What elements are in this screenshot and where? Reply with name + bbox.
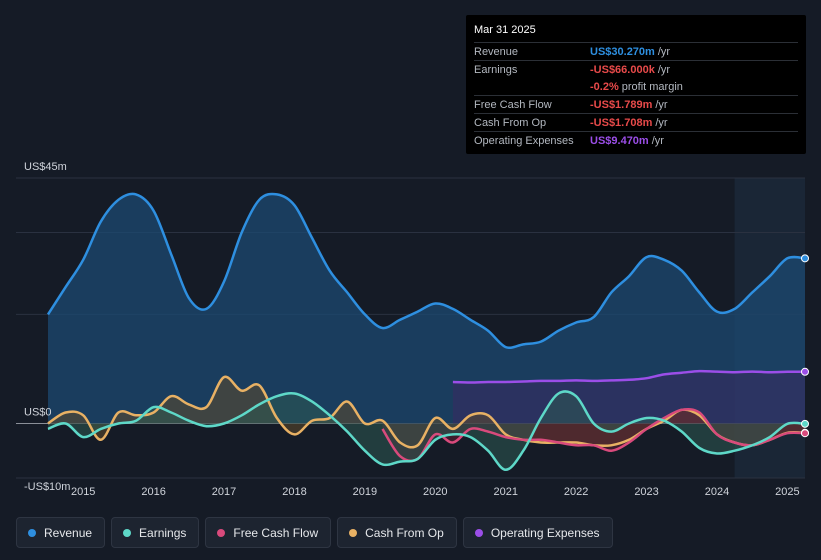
- legend-item-free-cash-flow[interactable]: Free Cash Flow: [205, 517, 332, 548]
- x-tick-label-2019: 2019: [353, 486, 377, 498]
- legend-label: Cash From Op: [365, 525, 444, 540]
- free-cash-flow-area: [382, 409, 805, 461]
- x-tick-label-2025: 2025: [775, 486, 799, 498]
- x-tick-label-2016: 2016: [141, 486, 165, 498]
- tooltip-label: Free Cash Flow: [474, 98, 552, 111]
- legend-label: Revenue: [44, 525, 93, 540]
- tooltip-row-profit-margin: -0.2% profit margin: [474, 78, 798, 95]
- x-tick-label-2021: 2021: [493, 486, 517, 498]
- legend-item-cash-from-op[interactable]: Cash From Op: [337, 517, 457, 548]
- legend-label: Operating Expenses: [490, 525, 600, 540]
- x-tick-label-2024: 2024: [705, 486, 729, 498]
- tooltip-row-cash-from-op: Cash From Op -US$1.708m /yr: [474, 113, 798, 131]
- tooltip-row-earnings: Earnings -US$66.000k /yr: [474, 60, 798, 78]
- tooltip-value: -US$66.000k: [590, 63, 655, 76]
- tooltip-row-operating-expenses: Operating Expenses US$9.470m /yr: [474, 131, 798, 149]
- x-tick-label-2020: 2020: [423, 486, 447, 498]
- tooltip-value: -0.2%: [590, 80, 619, 93]
- x-tick-label-2015: 2015: [71, 486, 95, 498]
- tooltip-unit: /yr: [657, 63, 671, 76]
- legend-dot-icon: [28, 528, 36, 537]
- tooltip-value: US$30.270m: [590, 45, 655, 58]
- legend-label: Free Cash Flow: [233, 525, 319, 540]
- free-cash-flow-line: [381, 407, 806, 463]
- earnings-line: [47, 390, 806, 472]
- free-cash-flow-end-marker: [801, 429, 809, 438]
- y-label-zero: US$0: [24, 406, 52, 418]
- revenue-line: [46, 192, 806, 350]
- tooltip-row-free-cash-flow: Free Cash Flow -US$1.789m /yr: [474, 95, 798, 113]
- legend-dot-icon: [349, 528, 358, 537]
- legend-item-operating-expenses[interactable]: Operating Expenses: [462, 517, 613, 548]
- tooltip-unit: /yr: [655, 116, 668, 129]
- legend-label: Earnings: [139, 525, 187, 540]
- tooltip-label: Operating Expenses: [474, 134, 574, 147]
- x-tick-label-2018: 2018: [282, 486, 306, 498]
- tooltip-panel: Mar 31 2025 Revenue US$30.270m /yr Earni…: [466, 15, 806, 154]
- tooltip-label: Cash From Op: [474, 116, 547, 129]
- tooltip-unit: /yr: [657, 45, 671, 58]
- y-label-top: US$45m: [24, 161, 67, 173]
- revenue-area: [48, 193, 805, 424]
- legend: Revenue Earnings Free Cash Flow Cash Fro…: [16, 517, 619, 548]
- tooltip-label: Earnings: [474, 63, 518, 76]
- operating-expenses-area: [452, 371, 805, 424]
- operating-expenses-line: [452, 369, 806, 384]
- operating-expenses-end-marker: [801, 367, 809, 376]
- tooltip-row-revenue: Revenue US$30.270m /yr: [474, 42, 798, 60]
- tooltip-value: US$9.470m: [590, 134, 649, 147]
- tooltip-label: Revenue: [474, 45, 519, 58]
- tooltip-value: -US$1.708m: [590, 116, 653, 129]
- x-tick-label-2017: 2017: [212, 486, 236, 498]
- legend-dot-icon: [123, 528, 132, 537]
- earnings-end-marker: [801, 419, 809, 428]
- legend-item-revenue[interactable]: Revenue: [16, 517, 106, 548]
- y-label-bottom: -US$10m: [24, 481, 70, 493]
- legend-item-earnings[interactable]: Earnings: [111, 517, 200, 548]
- tooltip-value: -US$1.789m: [590, 98, 653, 111]
- x-tick-label-2023: 2023: [634, 486, 658, 498]
- revenue-end-marker: [801, 254, 809, 263]
- tooltip-unit: /yr: [655, 98, 668, 111]
- legend-dot-icon: [474, 528, 483, 537]
- tooltip-unit: profit margin: [621, 80, 683, 93]
- legend-dot-icon: [217, 528, 226, 537]
- tooltip-date: Mar 31 2025: [474, 24, 536, 36]
- x-tick-label-2022: 2022: [564, 486, 588, 498]
- tooltip-unit: /yr: [651, 134, 664, 147]
